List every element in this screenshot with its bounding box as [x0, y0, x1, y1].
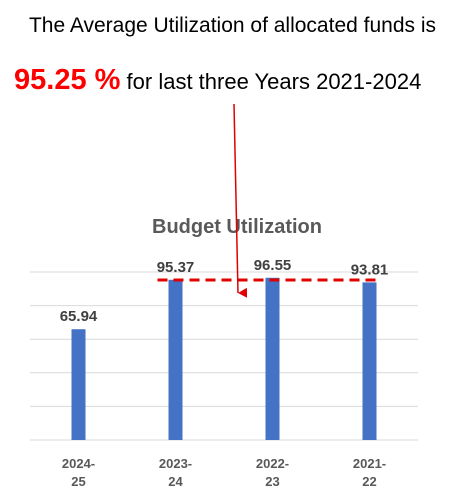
headline-text: The Average Utilization of allocated fun…	[28, 14, 437, 37]
bar	[71, 329, 86, 440]
gridlines	[30, 271, 418, 441]
data-label: 96.55	[254, 257, 292, 274]
bar	[362, 282, 377, 440]
category-labels: 2024-25 2023-24 2022-23 2021-22	[62, 456, 386, 489]
subheadline: 95.25 % for last three Years 2021-2024	[14, 64, 454, 97]
bar	[168, 279, 183, 440]
bar	[265, 277, 280, 440]
bars	[71, 277, 377, 440]
data-label: 95.37	[157, 259, 195, 276]
data-label: 93.81	[351, 261, 389, 278]
category-label: 2022-23	[256, 456, 289, 489]
category-label: 2021-22	[353, 456, 386, 489]
average-percent: 95.25 %	[14, 64, 121, 96]
category-label: 2023-24	[159, 456, 192, 489]
data-labels: 65.94 95.37 96.55 93.81	[60, 257, 389, 325]
category-label: 2024-25	[62, 456, 95, 489]
data-label: 65.94	[60, 308, 98, 325]
subheadline-rest: for last three Years 2021-2024	[120, 69, 422, 94]
pointer-arrow	[233, 103, 248, 298]
